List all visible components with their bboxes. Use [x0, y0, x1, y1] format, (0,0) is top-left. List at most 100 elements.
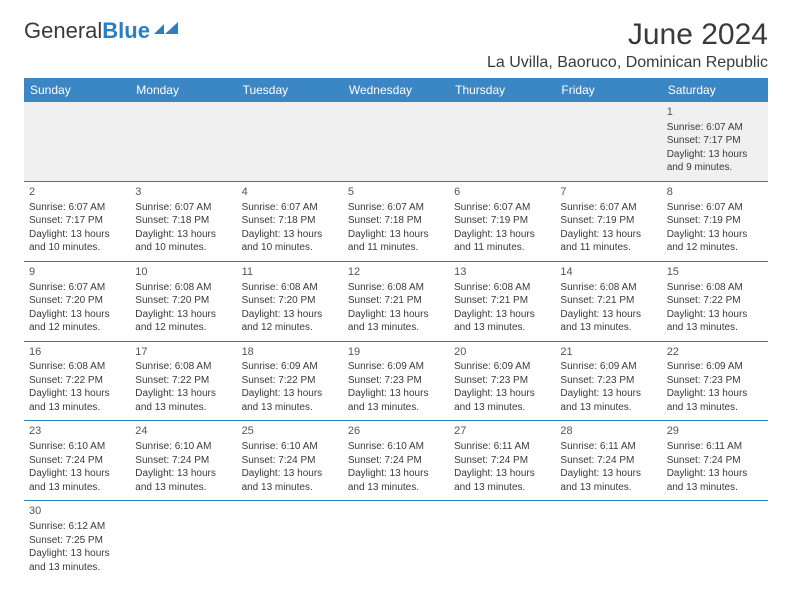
calendar-cell: 1Sunrise: 6:07 AMSunset: 7:17 PMDaylight…: [662, 102, 768, 181]
day-number: 15: [667, 265, 763, 280]
daylight-text: Daylight: 13 hours: [29, 228, 125, 242]
daylight-text: and 11 minutes.: [560, 241, 656, 255]
flag-icon: [154, 18, 180, 44]
daylight-text: and 13 minutes.: [454, 481, 550, 495]
daylight-text: and 13 minutes.: [560, 481, 656, 495]
daylight-text: Daylight: 13 hours: [560, 387, 656, 401]
calendar-cell: 21Sunrise: 6:09 AMSunset: 7:23 PMDayligh…: [555, 341, 661, 421]
sunset-text: Sunset: 7:17 PM: [29, 214, 125, 228]
daylight-text: Daylight: 13 hours: [560, 308, 656, 322]
daylight-text: Daylight: 13 hours: [560, 228, 656, 242]
calendar-cell: 14Sunrise: 6:08 AMSunset: 7:21 PMDayligh…: [555, 261, 661, 341]
daylight-text: and 13 minutes.: [454, 321, 550, 335]
sunrise-text: Sunrise: 6:11 AM: [560, 440, 656, 454]
day-header: Monday: [130, 78, 236, 102]
calendar-cell: 17Sunrise: 6:08 AMSunset: 7:22 PMDayligh…: [130, 341, 236, 421]
day-number: 8: [667, 185, 763, 200]
calendar-body: 1Sunrise: 6:07 AMSunset: 7:17 PMDaylight…: [24, 102, 768, 580]
calendar-cell: 27Sunrise: 6:11 AMSunset: 7:24 PMDayligh…: [449, 421, 555, 501]
day-number: 27: [454, 424, 550, 439]
daylight-text: and 13 minutes.: [667, 481, 763, 495]
sunset-text: Sunset: 7:19 PM: [560, 214, 656, 228]
calendar-cell: [237, 501, 343, 580]
calendar-cell: 12Sunrise: 6:08 AMSunset: 7:21 PMDayligh…: [343, 261, 449, 341]
day-number: 29: [667, 424, 763, 439]
sunset-text: Sunset: 7:20 PM: [29, 294, 125, 308]
sunrise-text: Sunrise: 6:10 AM: [242, 440, 338, 454]
sunrise-text: Sunrise: 6:07 AM: [242, 201, 338, 215]
sunrise-text: Sunrise: 6:07 AM: [560, 201, 656, 215]
day-number: 18: [242, 345, 338, 360]
calendar-cell: 11Sunrise: 6:08 AMSunset: 7:20 PMDayligh…: [237, 261, 343, 341]
calendar-cell: 15Sunrise: 6:08 AMSunset: 7:22 PMDayligh…: [662, 261, 768, 341]
daylight-text: Daylight: 13 hours: [242, 308, 338, 322]
daylight-text: Daylight: 13 hours: [242, 387, 338, 401]
sunset-text: Sunset: 7:18 PM: [135, 214, 231, 228]
day-header: Sunday: [24, 78, 130, 102]
sunset-text: Sunset: 7:24 PM: [348, 454, 444, 468]
sunset-text: Sunset: 7:21 PM: [454, 294, 550, 308]
sunrise-text: Sunrise: 6:07 AM: [348, 201, 444, 215]
daylight-text: Daylight: 13 hours: [560, 467, 656, 481]
daylight-text: Daylight: 13 hours: [242, 228, 338, 242]
daylight-text: Daylight: 13 hours: [667, 467, 763, 481]
daylight-text: and 10 minutes.: [135, 241, 231, 255]
day-number: 24: [135, 424, 231, 439]
sunrise-text: Sunrise: 6:10 AM: [29, 440, 125, 454]
day-header: Friday: [555, 78, 661, 102]
sunrise-text: Sunrise: 6:09 AM: [242, 360, 338, 374]
sunset-text: Sunset: 7:18 PM: [242, 214, 338, 228]
sunrise-text: Sunrise: 6:09 AM: [560, 360, 656, 374]
calendar-cell: [237, 102, 343, 181]
sunset-text: Sunset: 7:24 PM: [242, 454, 338, 468]
sunset-text: Sunset: 7:22 PM: [29, 374, 125, 388]
calendar-cell: 5Sunrise: 6:07 AMSunset: 7:18 PMDaylight…: [343, 181, 449, 261]
day-header: Tuesday: [237, 78, 343, 102]
calendar-cell: [555, 102, 661, 181]
calendar-cell: 6Sunrise: 6:07 AMSunset: 7:19 PMDaylight…: [449, 181, 555, 261]
calendar-cell: 16Sunrise: 6:08 AMSunset: 7:22 PMDayligh…: [24, 341, 130, 421]
month-title: June 2024: [487, 18, 768, 52]
daylight-text: and 13 minutes.: [454, 401, 550, 415]
calendar-row: 23Sunrise: 6:10 AMSunset: 7:24 PMDayligh…: [24, 421, 768, 501]
sunrise-text: Sunrise: 6:08 AM: [667, 281, 763, 295]
sunset-text: Sunset: 7:23 PM: [667, 374, 763, 388]
brand-part1: General: [24, 18, 102, 44]
sunrise-text: Sunrise: 6:12 AM: [29, 520, 125, 534]
sunset-text: Sunset: 7:23 PM: [348, 374, 444, 388]
daylight-text: Daylight: 13 hours: [454, 228, 550, 242]
sunrise-text: Sunrise: 6:08 AM: [135, 281, 231, 295]
daylight-text: and 13 minutes.: [242, 401, 338, 415]
sunset-text: Sunset: 7:17 PM: [667, 134, 763, 148]
day-number: 5: [348, 185, 444, 200]
calendar-row: 2Sunrise: 6:07 AMSunset: 7:17 PMDaylight…: [24, 181, 768, 261]
daylight-text: and 13 minutes.: [348, 321, 444, 335]
day-header: Saturday: [662, 78, 768, 102]
day-number: 30: [29, 504, 125, 519]
daylight-text: and 13 minutes.: [560, 401, 656, 415]
day-number: 4: [242, 185, 338, 200]
calendar-cell: 4Sunrise: 6:07 AMSunset: 7:18 PMDaylight…: [237, 181, 343, 261]
sunrise-text: Sunrise: 6:07 AM: [667, 121, 763, 135]
sunset-text: Sunset: 7:23 PM: [560, 374, 656, 388]
calendar-cell: 19Sunrise: 6:09 AMSunset: 7:23 PMDayligh…: [343, 341, 449, 421]
brand-part2: Blue: [102, 18, 150, 44]
sunset-text: Sunset: 7:24 PM: [667, 454, 763, 468]
calendar-row: 1Sunrise: 6:07 AMSunset: 7:17 PMDaylight…: [24, 102, 768, 181]
calendar-cell: 13Sunrise: 6:08 AMSunset: 7:21 PMDayligh…: [449, 261, 555, 341]
calendar-cell: [555, 501, 661, 580]
daylight-text: Daylight: 13 hours: [348, 387, 444, 401]
daylight-text: Daylight: 13 hours: [348, 467, 444, 481]
day-header: Thursday: [449, 78, 555, 102]
daylight-text: and 13 minutes.: [135, 481, 231, 495]
daylight-text: Daylight: 13 hours: [667, 387, 763, 401]
calendar-cell: 28Sunrise: 6:11 AMSunset: 7:24 PMDayligh…: [555, 421, 661, 501]
daylight-text: and 12 minutes.: [135, 321, 231, 335]
calendar-cell: 26Sunrise: 6:10 AMSunset: 7:24 PMDayligh…: [343, 421, 449, 501]
day-number: 25: [242, 424, 338, 439]
calendar-cell: 3Sunrise: 6:07 AMSunset: 7:18 PMDaylight…: [130, 181, 236, 261]
calendar-cell: 29Sunrise: 6:11 AMSunset: 7:24 PMDayligh…: [662, 421, 768, 501]
day-number: 23: [29, 424, 125, 439]
daylight-text: and 13 minutes.: [29, 401, 125, 415]
day-number: 13: [454, 265, 550, 280]
